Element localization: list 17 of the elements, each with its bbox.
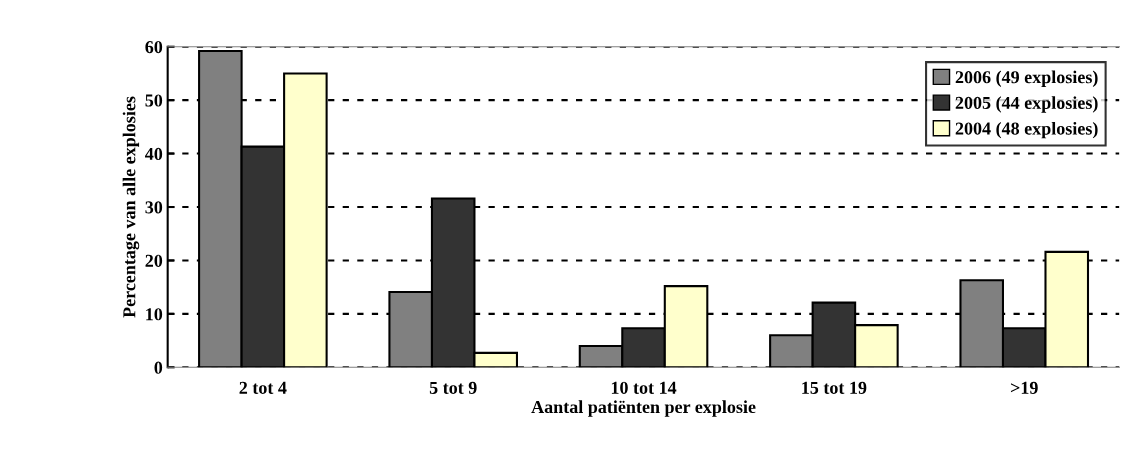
y-tick-label: 20 [145, 254, 163, 267]
y-tick-label: 10 [146, 308, 163, 321]
y-tick-label: 50 [145, 94, 163, 107]
x-tick-label: 5 tot 9 [429, 381, 477, 394]
y-tick-label: 60 [145, 40, 163, 54]
y-tick-label: 30 [145, 201, 163, 214]
legend-label: 2005 (44 explosies) [955, 96, 1098, 113]
x-axis-title: Aantal patiënten per explosie [531, 400, 756, 417]
y-axis-title: Percentage van alle explosies [122, 96, 140, 318]
legend-label: 2004 (48 explosies) [955, 121, 1098, 139]
x-tick-label: 2 tot 4 [239, 381, 287, 394]
y-tick-label: 0 [154, 361, 163, 374]
legend-label: 2006 (49 explosies) [955, 70, 1098, 87]
x-tick-label: >19 [1010, 381, 1038, 394]
y-tick-label: 40 [145, 147, 163, 161]
x-tick-label: 15 tot 19 [802, 381, 867, 394]
x-tick-label: 10 tot 14 [611, 381, 677, 394]
